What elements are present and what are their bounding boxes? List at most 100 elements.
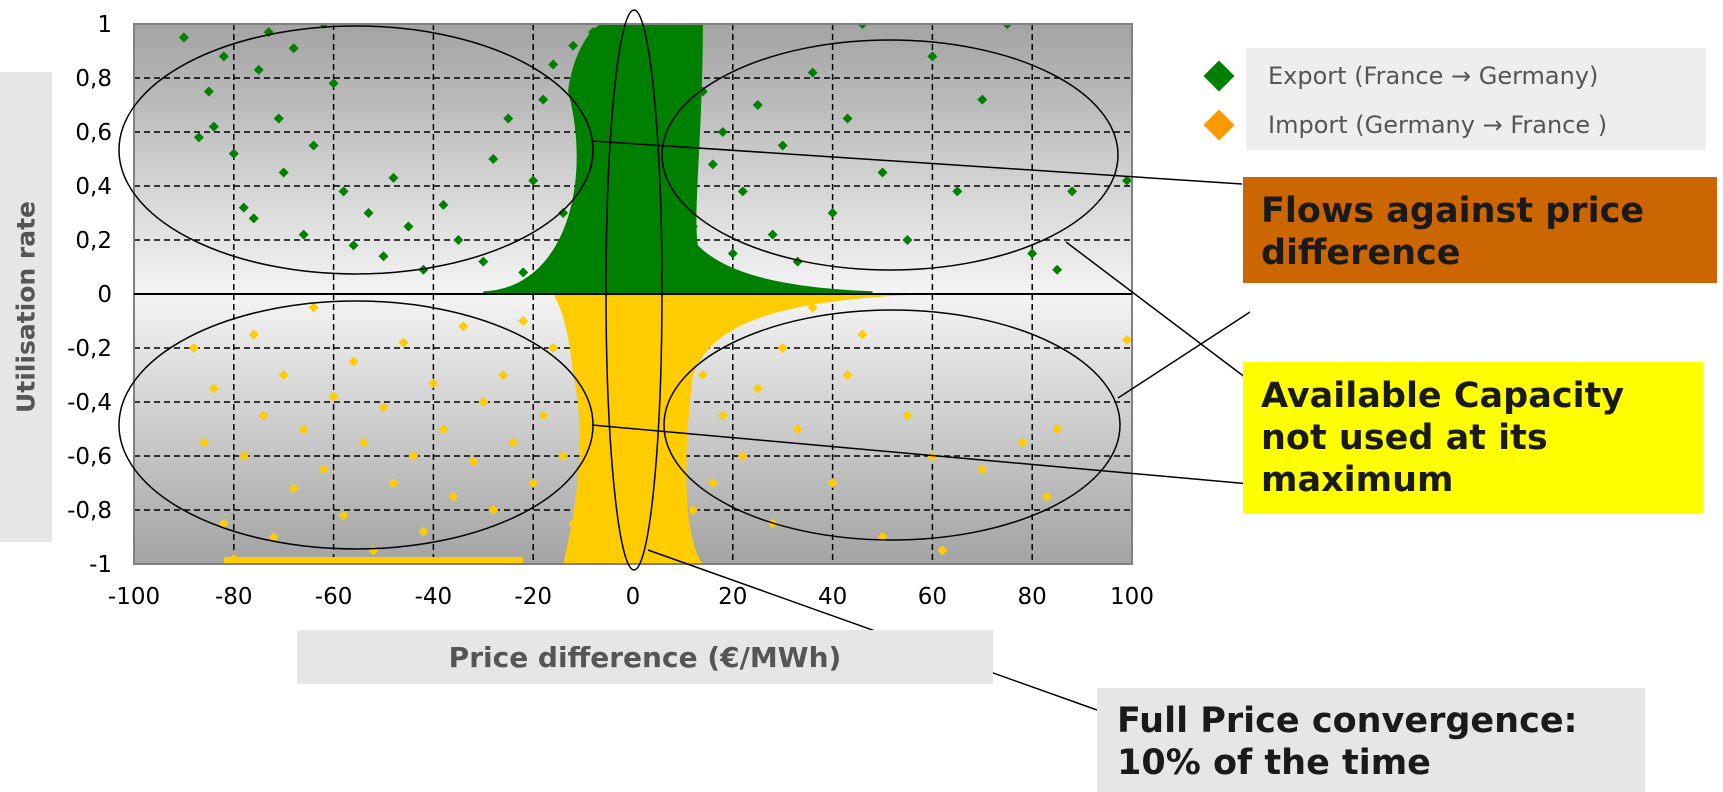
- data-point-import: [707, 478, 718, 488]
- data-point-export: [857, 24, 868, 29]
- data-point-import: [428, 378, 439, 389]
- data-point-import: [308, 302, 319, 313]
- data-point-import: [687, 505, 698, 515]
- data-point-import: [348, 356, 359, 367]
- data-point-import: [468, 456, 479, 467]
- data-point-import: [737, 451, 748, 461]
- x-tick-label: 0: [626, 584, 641, 610]
- data-point-export: [807, 67, 818, 78]
- legend-item-export: Export (France → Germany): [1200, 52, 1598, 100]
- data-point-import: [318, 464, 329, 475]
- data-point-import: [937, 545, 948, 556]
- y-tick-label: 1: [97, 12, 112, 38]
- data-point-import: [418, 526, 429, 537]
- data-point-import: [902, 410, 913, 421]
- x-tick-label: 80: [1018, 584, 1047, 610]
- data-point-export: [1067, 186, 1078, 197]
- data-point-export: [877, 167, 888, 178]
- data-point-import: [358, 437, 369, 448]
- data-point-export: [737, 186, 748, 197]
- x-tick-label: -100: [108, 584, 160, 610]
- data-point-export: [657, 32, 668, 43]
- data-point-import: [408, 451, 419, 461]
- data-point-export: [528, 175, 539, 186]
- data-point-import: [827, 478, 838, 488]
- y-tick-label: 0,8: [75, 66, 112, 92]
- connector-line-capacity-left: [591, 424, 1251, 485]
- data-point-export: [178, 32, 189, 43]
- data-point-export: [902, 235, 913, 245]
- data-point-import: [278, 370, 289, 380]
- data-point-export: [777, 140, 788, 151]
- data-point-import: [258, 410, 269, 421]
- y-axis-label-box: Utilisation rate: [0, 72, 52, 542]
- y-tick-label: 0,2: [75, 228, 112, 254]
- legend-label-export: Export (France → Germany): [1268, 62, 1599, 90]
- y-tick-label: 0,4: [75, 174, 112, 200]
- diamond-marker-icon: [1203, 60, 1235, 92]
- import-dense-bottom-band: [223, 557, 524, 564]
- data-point-export: [717, 127, 728, 137]
- data-point-export: [273, 113, 284, 124]
- y-tick-label: 0: [97, 282, 112, 308]
- annotation-flows-against-price: Flows against price difference: [1243, 177, 1717, 283]
- data-point-export: [328, 78, 339, 89]
- x-tick-label: -60: [315, 584, 353, 610]
- data-point-export: [598, 167, 609, 178]
- data-point-export: [218, 51, 229, 62]
- data-point-export: [538, 94, 549, 105]
- data-point-import: [548, 343, 559, 353]
- data-point-export: [1052, 264, 1063, 275]
- data-point-export: [238, 202, 249, 213]
- data-point-import: [977, 464, 988, 475]
- data-point-import: [1122, 334, 1132, 345]
- data-point-export: [667, 140, 678, 151]
- data-point-import: [857, 329, 868, 340]
- data-point-export: [298, 229, 309, 240]
- data-point-import: [198, 437, 209, 448]
- data-point-export: [208, 121, 219, 132]
- data-point-import: [188, 343, 199, 353]
- data-point-import: [378, 402, 389, 413]
- legend-item-import: Import (Germany → France ): [1200, 101, 1607, 149]
- y-tick-label: -0,2: [67, 336, 112, 362]
- data-point-import: [647, 397, 658, 407]
- data-point-export: [752, 100, 763, 110]
- data-point-export: [363, 208, 374, 218]
- data-point-export: [628, 100, 638, 110]
- data-point-export: [418, 264, 429, 275]
- data-point-import: [628, 356, 638, 367]
- data-point-import: [727, 316, 738, 326]
- data-point-export: [288, 43, 299, 54]
- data-point-import: [438, 424, 449, 434]
- ellipse-import-capacity-right: [663, 309, 1121, 541]
- x-axis-label: Price difference (€/MWh): [448, 640, 842, 674]
- data-point-import: [588, 302, 599, 313]
- data-point-export: [697, 86, 708, 97]
- data-point-import: [697, 370, 708, 380]
- data-point-export: [278, 167, 289, 178]
- y-axis-label: Utilisation rate: [11, 200, 41, 414]
- data-point-export: [378, 251, 389, 262]
- data-point-export: [637, 46, 648, 56]
- data-point-export: [438, 199, 449, 210]
- diamond-marker-icon: [1203, 109, 1235, 141]
- ellipse-price-convergence: [605, 9, 663, 571]
- data-point-export: [503, 113, 514, 124]
- data-point-import: [1042, 491, 1053, 502]
- annotation-available-capacity: Available Capacity not used at its maxim…: [1243, 362, 1703, 514]
- data-point-export: [927, 51, 938, 62]
- data-point-import: [777, 343, 788, 353]
- data-point-export: [193, 132, 204, 143]
- data-point-export: [228, 148, 239, 159]
- data-point-export: [558, 208, 569, 218]
- data-point-export: [568, 40, 579, 51]
- data-point-export: [677, 67, 688, 78]
- data-point-export: [253, 64, 264, 75]
- data-point-import: [238, 451, 249, 461]
- data-point-export: [687, 221, 698, 232]
- data-point-export: [727, 248, 738, 259]
- data-point-export: [338, 186, 349, 197]
- legend-box: [1246, 48, 1706, 150]
